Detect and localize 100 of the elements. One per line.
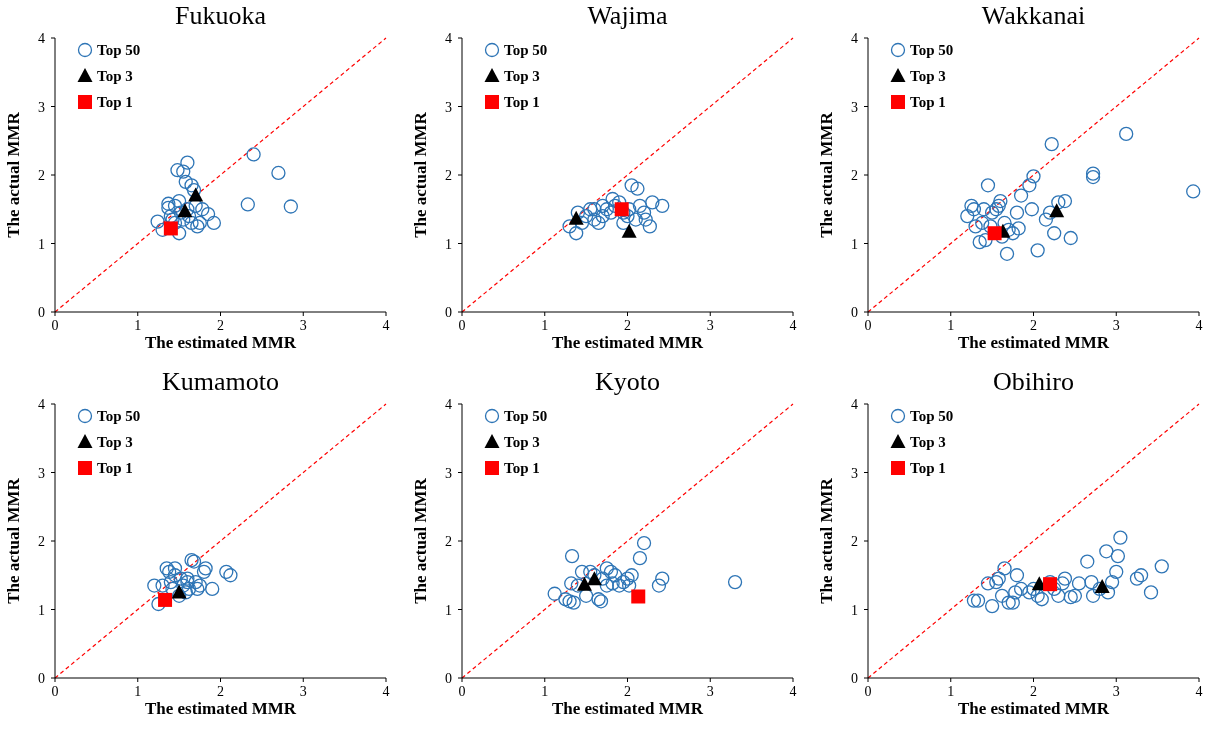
point [1084,574,1099,590]
point [1057,193,1073,209]
x-tick-label: 1 [541,684,549,699]
point [570,578,585,593]
point [651,578,667,593]
point [1024,202,1039,217]
point [997,215,1012,231]
point [655,198,670,213]
point [195,202,210,217]
point [636,205,652,220]
point [1063,230,1078,246]
legend-label: Top 3 [504,68,540,84]
point [558,592,573,607]
point [1013,188,1029,203]
x-tick-label: 2 [624,318,631,333]
point [566,595,581,610]
y-axis-title: The actual MMR [4,111,23,238]
point [1067,588,1083,603]
y-axis-title: The actual MMR [4,477,23,604]
point [223,568,238,583]
point [727,574,743,590]
point [616,215,631,231]
y-tick-label: 4 [38,397,45,412]
x-tick-label: 1 [947,318,955,333]
point [184,215,199,231]
point [1009,205,1025,220]
x-axis-title: The estimated MMR [551,333,704,352]
y-tick-label: 0 [851,305,858,320]
point [200,206,216,222]
point [170,163,185,178]
point [621,223,637,238]
point [163,208,178,224]
x-axis-title: The estimated MMR [144,333,297,352]
legend-label: Top 1 [504,94,540,110]
point [975,215,990,231]
point [283,199,298,214]
point [607,568,623,583]
x-tick-label: 3 [299,318,307,333]
point [632,550,648,566]
x-tick-label: 1 [541,318,549,333]
x-tick-label: 2 [624,684,631,699]
point [178,174,193,189]
point [603,205,619,220]
chart-title: Obihiro [993,367,1074,396]
point [190,219,205,234]
point [167,198,183,213]
point [620,571,635,586]
point [574,564,590,579]
point [184,178,199,193]
point [632,198,648,213]
point [1143,585,1159,600]
point [997,561,1012,576]
chart-title: Wakkanai [981,1,1086,30]
point [562,594,577,609]
x-axis-title: The estimated MMR [957,699,1110,718]
y-tick-label: 1 [445,236,452,252]
point [1094,578,1110,593]
point [180,155,195,170]
point [1055,576,1070,591]
y-tick-label: 3 [445,465,452,481]
x-tick-label: 2 [1030,318,1037,333]
y-tick-label: 2 [445,168,452,183]
point [173,571,188,586]
point [1051,588,1066,603]
y-tick-label: 1 [851,236,858,252]
point [1005,226,1020,241]
point [599,561,614,576]
point [624,568,639,583]
point [1080,554,1095,569]
y-axis-title: The actual MMR [817,111,836,238]
point [603,564,619,579]
point [1057,571,1073,586]
point [1113,530,1128,545]
point [636,535,652,551]
x-tick-label: 2 [217,318,224,333]
legend-label: Top 3 [97,434,133,450]
point [163,574,178,590]
point [645,195,660,210]
x-tick-label: 0 [458,684,466,699]
point [1026,581,1041,597]
y-tick-label: 4 [445,397,452,412]
point [158,592,173,607]
legend-label: Top 50 [504,42,548,58]
point [991,198,1006,213]
point [171,588,187,603]
point [984,598,1000,614]
point [1133,568,1149,583]
point [976,202,991,217]
point [1049,203,1065,218]
point [1100,585,1116,600]
y-tick-label: 3 [38,465,45,481]
legend-label: Top 1 [910,460,946,476]
point [161,200,176,216]
y-tick-label: 0 [38,671,45,686]
point [1044,137,1059,152]
point [181,581,197,597]
point [246,147,261,162]
point [155,578,170,593]
point [989,574,1004,590]
point [1063,590,1078,605]
